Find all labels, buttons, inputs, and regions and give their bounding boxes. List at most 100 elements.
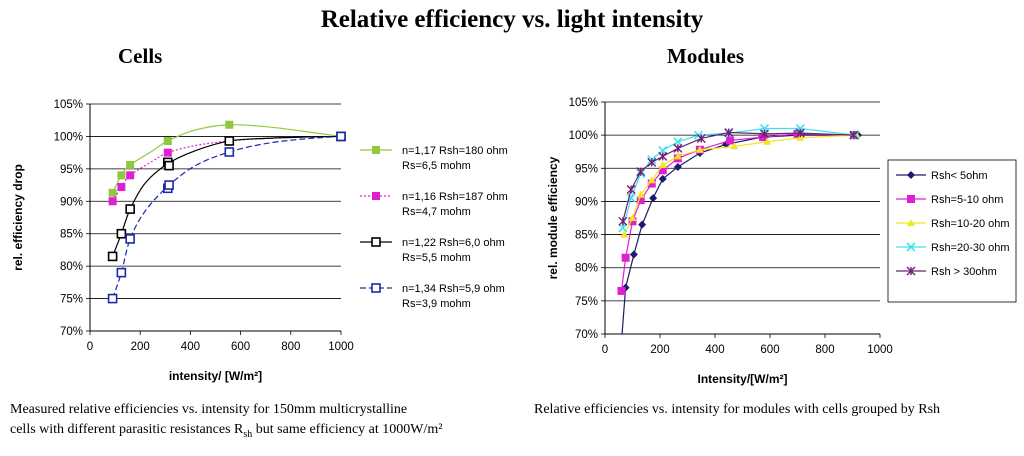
modules-legend-label: Rsh=5-10 ohm	[931, 194, 1003, 206]
cells-data-point	[117, 183, 126, 192]
cells-x-axis-label: intensity/ [W/m²]	[169, 369, 262, 383]
cells-caption-line2-pre: cells with different parasitic resistanc…	[10, 422, 244, 437]
cells-ytick-label: 80%	[60, 261, 83, 273]
modules-data-point	[673, 152, 682, 160]
modules-data-point	[636, 196, 645, 205]
cells-data-point	[107, 251, 118, 262]
cells-caption: Measured relative efficiencies vs. inten…	[10, 400, 530, 445]
modules-y-axis-label: rel. module efficiency	[546, 156, 560, 279]
modules-subtitle: Modules	[667, 44, 745, 68]
modules-data-point	[763, 137, 772, 145]
modules-xtick-label: 1000	[867, 344, 893, 356]
modules-x-axis-label: Intensity/[W/m²]	[698, 372, 788, 386]
cells-subtitle: Cells	[118, 44, 163, 68]
modules-data-point	[673, 137, 683, 147]
modules-ytick-label: 70%	[575, 329, 598, 341]
modules-data-point	[636, 190, 645, 198]
modules-ytick-label: 105%	[569, 97, 598, 109]
modules-data-point	[638, 220, 647, 229]
cells-data-point	[117, 171, 126, 180]
cells-data-point	[163, 136, 172, 145]
modules-data-point	[726, 136, 735, 145]
modules-xtick-label: 800	[815, 344, 834, 356]
cells-data-point	[126, 160, 135, 169]
cells-data-point	[107, 293, 118, 304]
modules-data-point	[760, 129, 769, 139]
modules-ytick-label: 75%	[575, 296, 598, 308]
modules-legend-marker	[907, 195, 915, 203]
cells-xtick-label: 800	[281, 341, 300, 353]
modules-data-point	[673, 143, 683, 153]
modules-data-point	[796, 133, 805, 141]
cells-xtick-label: 1000	[328, 341, 354, 353]
modules-legend-marker	[907, 219, 915, 226]
modules-data-point	[647, 176, 656, 184]
cells-legend-label: Rs=3,9 mohm	[402, 298, 471, 310]
cells-caption-line2-sub: sh	[243, 428, 253, 440]
cells-data-point	[108, 188, 117, 197]
modules-series-tail	[621, 287, 627, 335]
modules-caption: Relative efficiencies vs. intensity for …	[534, 402, 941, 417]
cells-data-point	[164, 160, 174, 171]
cells-series-line	[112, 135, 342, 257]
modules-data-point	[695, 145, 704, 153]
cells-legend-label: n=1,16 Rsh=187 ohm	[402, 191, 508, 203]
cells-caption-line2-post: but same efficiency at 1000W/m²	[252, 422, 443, 437]
modules-data-point	[620, 230, 629, 238]
cells-xtick-label: 200	[131, 341, 150, 353]
modules-data-point	[628, 217, 637, 226]
modules-data-point	[696, 133, 706, 143]
cells-ytick-label: 70%	[60, 326, 83, 338]
cells-data-point	[336, 131, 346, 142]
modules-legend-label: Rsh=10-20 ohm	[931, 218, 1010, 230]
cells-data-point	[126, 171, 135, 180]
modules-data-point	[793, 129, 802, 138]
modules-data-point	[850, 130, 860, 140]
cells-legend-marker	[371, 283, 381, 293]
cells-xtick-label: 600	[231, 341, 250, 353]
modules-ytick-label: 95%	[575, 163, 598, 175]
modules-data-point	[658, 166, 667, 175]
modules-data-point	[658, 160, 667, 168]
cells-ytick-label: 95%	[60, 164, 83, 176]
modules-legend-marker	[907, 171, 915, 179]
modules-ytick-label: 80%	[575, 263, 598, 275]
modules-data-point	[618, 223, 628, 233]
cells-data-point	[163, 148, 172, 157]
cells-data-point	[116, 228, 127, 239]
modules-data-point	[658, 174, 667, 183]
modules-data-point	[647, 179, 656, 188]
modules-series-line	[620, 133, 854, 291]
modules-series-line	[622, 127, 856, 229]
modules-data-point	[636, 167, 646, 177]
modules-data-point	[629, 250, 638, 259]
cells-legend-label: Rs=6,5 mohm	[402, 160, 471, 172]
modules-data-point	[673, 162, 682, 171]
modules-ytick-label: 90%	[575, 196, 598, 208]
cells-data-point	[125, 234, 135, 244]
cells-legend-marker	[371, 237, 381, 247]
modules-xtick-label: 200	[650, 344, 669, 356]
cells-ytick-label: 85%	[60, 229, 83, 241]
modules-data-point	[724, 127, 734, 137]
modules-legend-marker	[906, 266, 916, 276]
modules-data-point	[658, 151, 668, 161]
cells-data-point	[164, 180, 174, 190]
cells-ytick-label: 105%	[54, 99, 83, 111]
modules-ytick-label: 85%	[575, 230, 598, 242]
cells-legend-label: Rs=4,7 mohm	[402, 206, 471, 218]
modules-data-point	[617, 286, 626, 295]
cells-data-point	[224, 136, 235, 146]
modules-xtick-label: 600	[760, 344, 779, 356]
modules-data-point	[759, 133, 768, 142]
cells-caption-line1: Measured relative efficiencies vs. inten…	[10, 402, 408, 417]
cells-xtick-label: 400	[181, 341, 200, 353]
modules-ytick-label: 100%	[569, 130, 598, 142]
modules-data-point	[795, 128, 805, 138]
modules-legend-label: Rsh< 5ohm	[931, 170, 988, 182]
cells-series-line	[112, 124, 342, 194]
modules-data-point	[849, 130, 859, 140]
modules-data-point	[628, 214, 637, 221]
cells-legend-label: n=1,22 Rsh=6,0 ohm	[402, 237, 505, 249]
page-title: Relative efficiency vs. light intensity	[320, 6, 704, 33]
